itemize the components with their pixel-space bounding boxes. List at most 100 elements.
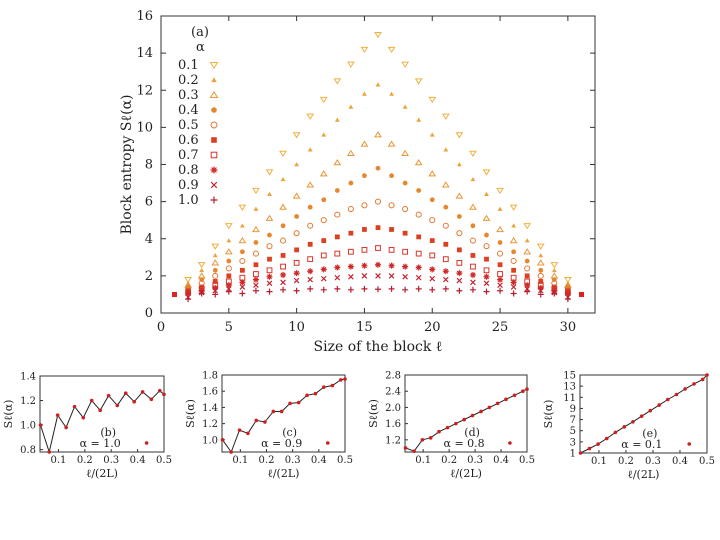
- data-point: [469, 203, 477, 210]
- data-point: [265, 214, 274, 221]
- data-point: [305, 393, 309, 398]
- data-point: [648, 408, 653, 413]
- data-point: [551, 290, 558, 297]
- legend-label: 0.9: [178, 178, 199, 193]
- data-point: [47, 450, 52, 454]
- data-point: [320, 275, 327, 282]
- data-point: [429, 286, 436, 293]
- legend-marker: [508, 441, 512, 445]
- data-point: [362, 91, 367, 96]
- data-point: [537, 287, 544, 294]
- data-point: [212, 272, 219, 279]
- data-point: [265, 169, 274, 176]
- data-point: [239, 290, 246, 297]
- data-point: [537, 272, 544, 279]
- data-point: [334, 285, 341, 292]
- data-point: [442, 276, 449, 283]
- data-point: [307, 222, 314, 229]
- data-point: [64, 425, 68, 430]
- y-tick-label: 1.4: [20, 372, 36, 383]
- data-point: [443, 147, 449, 152]
- data-point: [211, 243, 220, 250]
- x-tick-label: 0.2: [441, 455, 457, 466]
- data-point: [307, 285, 314, 292]
- data-point: [414, 78, 423, 85]
- data-point: [211, 259, 220, 266]
- x-tick-label: 0: [157, 320, 165, 335]
- x-tick-label: 15: [356, 320, 373, 335]
- data-point: [497, 276, 504, 283]
- legend-label: 0.4: [178, 103, 199, 118]
- data-point: [347, 263, 354, 270]
- data-point: [536, 243, 545, 250]
- data-point: [521, 389, 525, 394]
- data-point: [220, 438, 225, 442]
- y-tick-label: 14: [136, 46, 153, 61]
- data-point: [443, 204, 449, 210]
- series-line: [40, 390, 165, 454]
- data-point: [442, 222, 449, 229]
- data-point: [402, 206, 409, 213]
- legend-label: 0.6: [178, 133, 199, 148]
- data-point: [72, 404, 77, 409]
- y-tick-label: 2.8: [385, 371, 401, 382]
- y-tick-label: 1.8: [202, 371, 218, 382]
- x-tick-label: 0.1: [415, 455, 431, 466]
- legend-label: 0.1: [178, 58, 199, 73]
- data-point: [346, 149, 355, 156]
- y-axis-label: Sℓ(α): [184, 399, 197, 428]
- legend-marker: [210, 166, 218, 174]
- data-point: [140, 390, 145, 394]
- x-tick-label: 0.4: [130, 455, 146, 466]
- data-point: [456, 277, 463, 284]
- data-point: [429, 275, 436, 282]
- series-0.5: [172, 198, 584, 297]
- data-point: [415, 285, 422, 292]
- data-point: [361, 285, 368, 292]
- data-point: [387, 46, 396, 54]
- data-point: [504, 397, 508, 402]
- data-point: [524, 273, 530, 279]
- data-point: [184, 276, 193, 284]
- data-point: [496, 187, 504, 195]
- data-point: [388, 202, 395, 209]
- data-point: [375, 273, 381, 279]
- data-point: [224, 248, 233, 255]
- data-point: [402, 104, 408, 109]
- data-point: [172, 292, 177, 297]
- data-point: [497, 282, 503, 288]
- data-point: [252, 287, 259, 294]
- data-point: [198, 290, 205, 297]
- data-point: [185, 296, 192, 303]
- legend-marker: [325, 441, 330, 445]
- data-point: [347, 286, 354, 293]
- data-point: [246, 431, 250, 436]
- data-point: [266, 273, 273, 280]
- data-point: [416, 188, 422, 193]
- data-point: [511, 267, 517, 273]
- inset-frame: [39, 375, 165, 453]
- data-point: [523, 248, 532, 255]
- data-point: [280, 253, 286, 258]
- inset-frame: [221, 374, 346, 453]
- data-point: [375, 261, 381, 268]
- x-tick-label: 0.2: [259, 455, 275, 466]
- data-point: [115, 403, 120, 408]
- data-point: [412, 449, 416, 453]
- data-point: [389, 91, 394, 96]
- legend-label: α = 1.0: [80, 437, 121, 450]
- legend-label: 0.8: [178, 163, 199, 178]
- data-point: [700, 377, 705, 382]
- data-point: [510, 279, 517, 286]
- data-point: [307, 147, 313, 152]
- data-point: [226, 273, 232, 279]
- data-point: [483, 243, 490, 250]
- data-point: [252, 187, 260, 195]
- y-tick-label: 9: [570, 404, 576, 415]
- data-point: [320, 217, 327, 224]
- data-point: [403, 446, 408, 450]
- data-point: [596, 442, 600, 446]
- series-0.8: [172, 261, 584, 297]
- data-point: [469, 150, 477, 158]
- data-point: [81, 415, 86, 420]
